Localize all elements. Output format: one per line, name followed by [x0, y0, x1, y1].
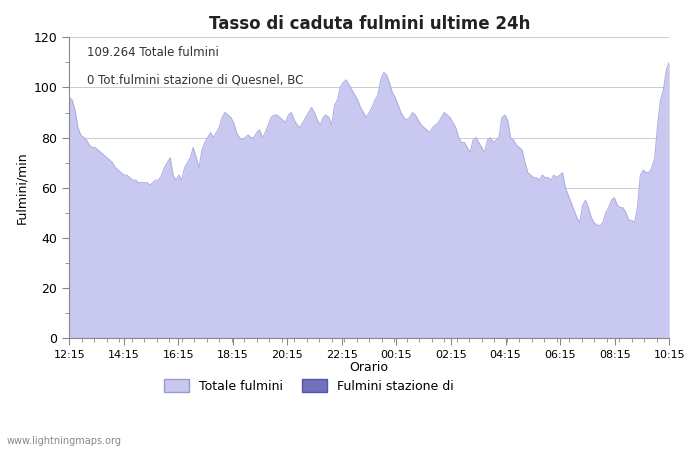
Legend: Totale fulmini, Fulmini stazione di: Totale fulmini, Fulmini stazione di — [160, 374, 459, 398]
X-axis label: Orario: Orario — [350, 361, 389, 374]
Title: Tasso di caduta fulmini ultime 24h: Tasso di caduta fulmini ultime 24h — [209, 15, 530, 33]
Y-axis label: Fulmini/min: Fulmini/min — [15, 151, 28, 224]
Text: 0 Tot.fulmini stazione di Quesnel, BC: 0 Tot.fulmini stazione di Quesnel, BC — [88, 73, 304, 86]
Text: 109.264 Totale fulmini: 109.264 Totale fulmini — [88, 46, 219, 59]
Text: www.lightningmaps.org: www.lightningmaps.org — [7, 436, 122, 446]
